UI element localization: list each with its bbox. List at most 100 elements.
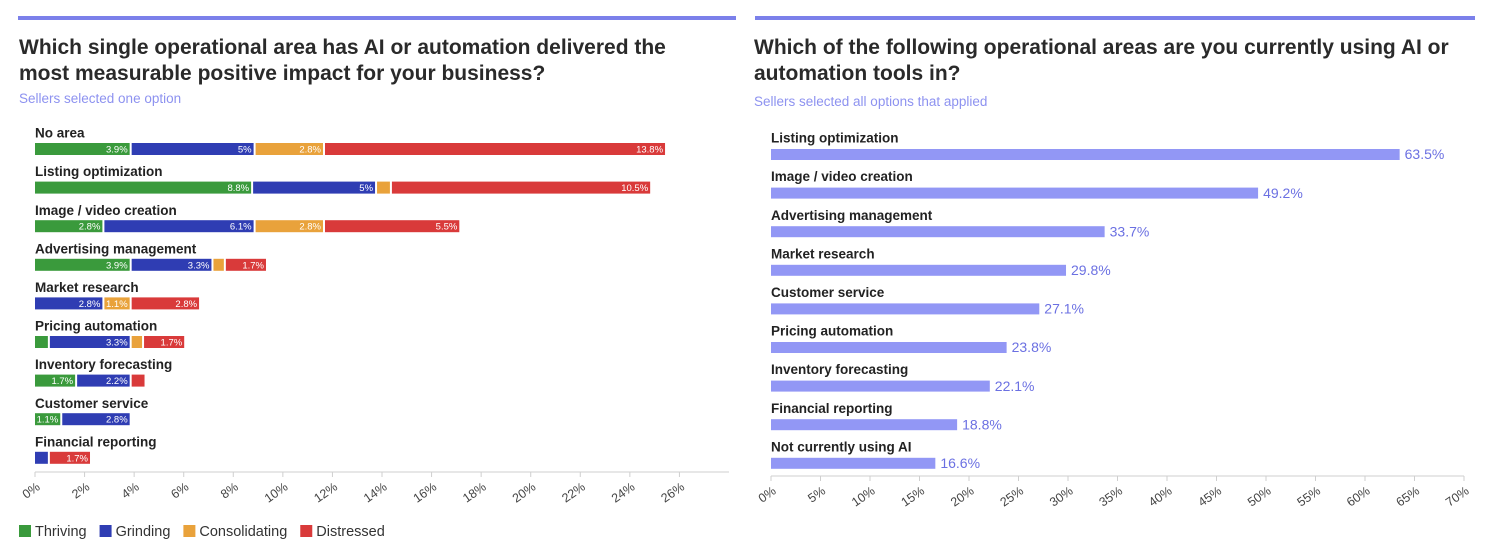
- bar-segment: [131, 374, 145, 387]
- bar-segment: [35, 451, 48, 464]
- legend-label: Grinding: [116, 524, 171, 540]
- data-label: 3.3%: [106, 338, 128, 349]
- chart: 0% 2% 4% 6% 8% 10% 12% 14% 16% 18% 20% 22% 24% 26% No …: [19, 126, 729, 540]
- data-label: 23.8%: [1012, 339, 1052, 355]
- left-panel: 0% 2% 4% 6% 8% 10% 12% 14% 16% 18% 20% 22% 24% 26% No …: [0, 0, 740, 557]
- x-tick-label: 26%: [659, 480, 688, 506]
- bar-segment: [213, 258, 224, 271]
- category-label: Financial reporting: [771, 401, 893, 416]
- legend-label: Thriving: [35, 524, 87, 540]
- x-tick-label: 24%: [609, 480, 638, 506]
- bar-segment: [35, 258, 130, 271]
- category-label: Customer service: [35, 396, 149, 411]
- x-tick-label: 18%: [460, 480, 489, 506]
- x-tick-label: 0%: [20, 480, 43, 502]
- data-label: 3.9%: [106, 145, 128, 156]
- data-label: 1.1%: [106, 299, 128, 310]
- chart-subtitle: Sellers selected one option: [19, 91, 182, 106]
- bar-segment: [35, 297, 103, 310]
- data-label: 2.2%: [106, 376, 128, 387]
- x-tick-label: 60%: [1344, 484, 1373, 510]
- right-panel: 0% 5% 10% 15% 20% 25% 30% 35% 40% 45% 50% 55% 60% 65%…: [740, 0, 1500, 557]
- data-label: 27.1%: [1044, 301, 1084, 317]
- bar-segment: [104, 220, 254, 233]
- data-label: 2.8%: [175, 299, 197, 310]
- data-label: 2.8%: [79, 299, 101, 310]
- bar-segment: [131, 258, 212, 271]
- bar-segment: [35, 374, 76, 387]
- bar-segment: [391, 181, 651, 194]
- x-tick-label: 12%: [312, 480, 341, 506]
- chart-title: Which single operational area has AI or …: [19, 36, 666, 85]
- bar-segment: [377, 181, 390, 194]
- data-label: 2.8%: [299, 222, 321, 233]
- top-rule: [18, 16, 736, 20]
- x-tick-label: 8%: [218, 480, 241, 502]
- data-label: 29.8%: [1071, 262, 1111, 278]
- data-label: 1.1%: [37, 415, 59, 426]
- chart-title: Which of the following operational areas…: [754, 36, 1449, 85]
- bar-segment: [35, 143, 130, 155]
- x-tick-label: 22%: [559, 480, 588, 506]
- data-label: 6.1%: [230, 222, 252, 233]
- bar-segment: [144, 336, 185, 348]
- x-tick-label: 20%: [510, 480, 539, 506]
- x-tick-label: 55%: [1295, 484, 1324, 510]
- legend-label: Consolidating: [199, 524, 287, 540]
- data-label: 5%: [359, 183, 373, 194]
- bar-segment: [35, 181, 252, 194]
- category-label: Image / video creation: [771, 169, 913, 184]
- bar-segment: [255, 143, 323, 155]
- chart: 0% 5% 10% 15% 20% 25% 30% 35% 40% 45% 50% 55% 60% 65%…: [756, 131, 1472, 510]
- data-label: 22.1%: [995, 378, 1035, 394]
- bar-segment: [35, 413, 61, 426]
- bar: [771, 303, 1040, 315]
- top-rule: [755, 16, 1475, 20]
- data-label: 10.5%: [621, 183, 648, 194]
- category-label: Pricing automation: [35, 319, 157, 334]
- data-label: 18.8%: [962, 416, 1002, 432]
- bar-segment: [131, 336, 143, 348]
- legend-swatch: [19, 525, 31, 537]
- x-tick-label: 35%: [1097, 484, 1126, 510]
- x-tick-label: 10%: [849, 484, 878, 510]
- data-label: 2.8%: [79, 222, 101, 233]
- bar-segment: [324, 220, 460, 233]
- category-label: Market research: [771, 246, 875, 261]
- data-label: 2.8%: [106, 415, 128, 426]
- bar: [771, 342, 1007, 353]
- data-label: 33.7%: [1110, 223, 1150, 239]
- data-label: 5%: [238, 145, 252, 156]
- x-tick-label: 25%: [998, 484, 1027, 510]
- data-label: 3.9%: [106, 260, 128, 271]
- bar-segment: [49, 336, 130, 348]
- bar-segment: [253, 181, 376, 194]
- bar: [771, 457, 936, 469]
- data-label: 2.8%: [299, 145, 321, 156]
- bar-segment: [35, 220, 103, 233]
- bar-segment: [49, 451, 91, 464]
- data-label: 16.6%: [940, 455, 980, 471]
- category-label: Listing optimization: [35, 164, 163, 179]
- data-label: 1.7%: [242, 260, 264, 271]
- x-tick-label: 2%: [69, 480, 92, 502]
- chart-subtitle: Sellers selected all options that applie…: [754, 94, 988, 109]
- x-tick-label: 30%: [1047, 484, 1076, 510]
- bar-segment: [324, 143, 666, 155]
- x-tick-label: 45%: [1196, 484, 1225, 510]
- data-label: 8.8%: [227, 183, 249, 194]
- bar-segment: [62, 413, 130, 426]
- bar-segment: [225, 258, 266, 271]
- category-label: Not currently using AI: [771, 439, 912, 454]
- data-label: 3.3%: [188, 260, 210, 271]
- bar-segment: [104, 297, 130, 310]
- category-label: Customer service: [771, 285, 885, 300]
- x-tick-label: 4%: [119, 480, 142, 502]
- x-tick-label: 70%: [1443, 484, 1472, 510]
- data-label: 1.7%: [66, 453, 88, 464]
- bar: [771, 419, 958, 431]
- bar: [771, 380, 990, 392]
- data-label: 5.5%: [436, 222, 458, 233]
- x-tick-label: 20%: [948, 484, 977, 510]
